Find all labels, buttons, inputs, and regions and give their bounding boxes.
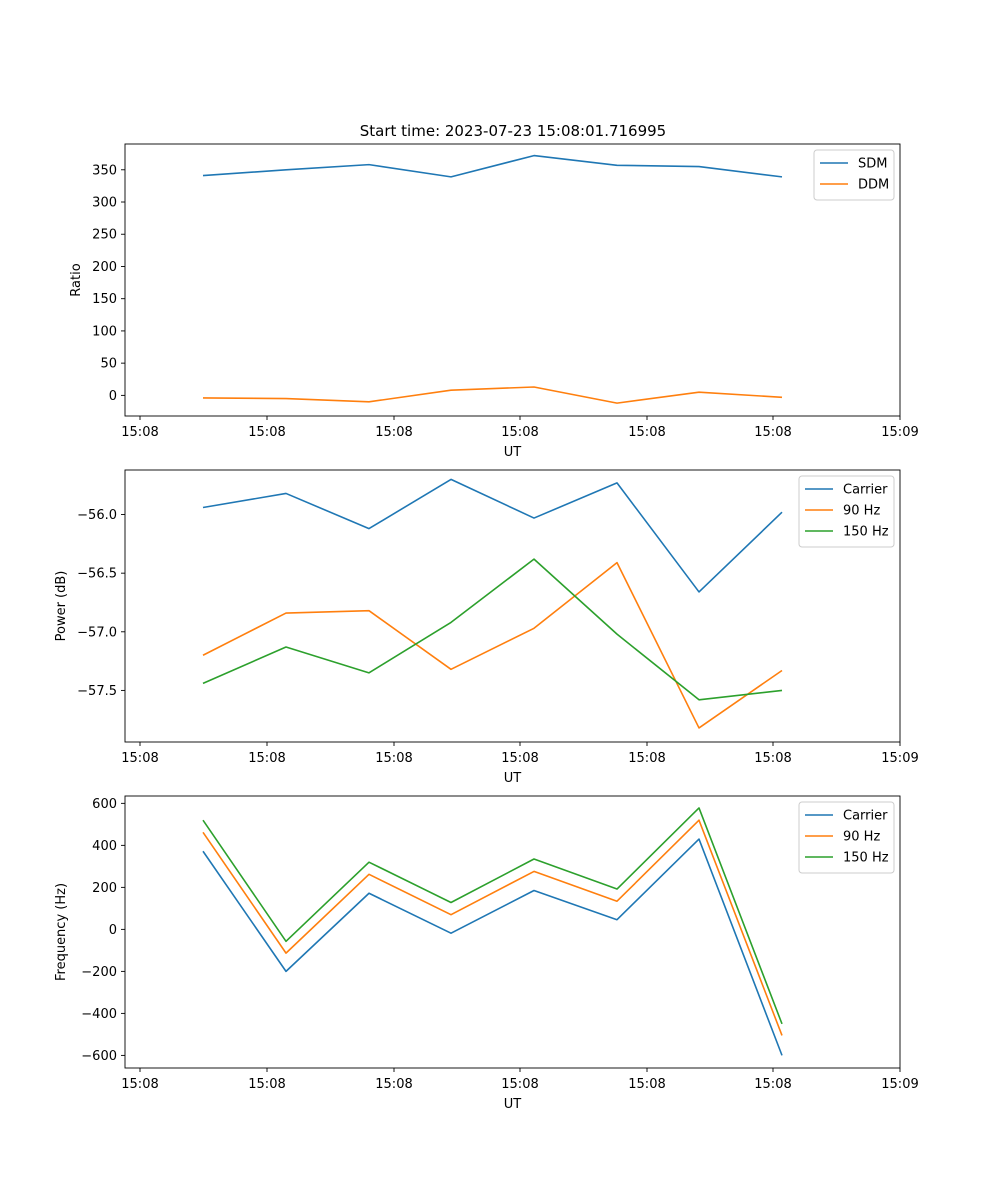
legend: Carrier 90 Hz 150 Hz	[798, 801, 895, 874]
y-tick-label: 200	[92, 260, 117, 275]
x-tick-label: 15:08	[628, 1077, 665, 1092]
y-tick-label: −57.5	[77, 684, 117, 699]
y-tick-label: 400	[92, 839, 117, 854]
legend-label: 90 Hz	[843, 504, 880, 519]
y-axis-label: Ratio	[69, 263, 84, 296]
x-tick-label: 15:08	[501, 425, 538, 440]
legend-box	[798, 475, 895, 548]
y-tick-label: 600	[92, 797, 117, 812]
y-tick-label: 300	[92, 196, 117, 211]
y-tick-label: −56.5	[77, 567, 117, 582]
legend-label: 150 Hz	[843, 851, 889, 866]
x-tick-label: 15:08	[248, 1077, 285, 1092]
axes-frame	[124, 469, 901, 743]
x-tick-label: 15:09	[881, 425, 918, 440]
x-tick-label: 15:08	[501, 1077, 538, 1092]
axes-frame	[124, 143, 901, 417]
y-tick-label: 250	[92, 228, 117, 243]
subplot-2: 15:08 15:08 15:08 15:08 15:08 15:08 15:09 UT −57…	[54, 469, 919, 786]
series-line-150-hz	[202, 558, 783, 701]
x-tick-label: 15:08	[375, 425, 412, 440]
x-tick-label: 15:08	[121, 425, 158, 440]
x-axis-label: UT	[504, 445, 522, 460]
y-tick-label: 150	[92, 292, 117, 307]
legend-label: DDM	[858, 178, 889, 193]
x-tick-label: 15:09	[881, 751, 918, 766]
series-line-carrier	[202, 838, 783, 1056]
x-tick-label: 15:08	[754, 425, 791, 440]
y-tick-label: −600	[81, 1049, 117, 1064]
y-tick-label: 50	[100, 357, 117, 372]
legend-label: Carrier	[843, 483, 888, 498]
x-tick-label: 15:08	[754, 1077, 791, 1092]
x-tick-label: 15:08	[121, 1077, 158, 1092]
x-tick-label: 15:08	[121, 751, 158, 766]
y-tick-label: −200	[81, 965, 117, 980]
series-line-carrier	[202, 478, 783, 593]
figure-title: Start time: 2023-07-23 15:08:01.716995	[360, 122, 666, 140]
y-tick-label: 0	[109, 389, 117, 404]
legend-label: 90 Hz	[843, 830, 880, 845]
y-tick-label: −56.0	[77, 508, 117, 523]
x-axis-label: UT	[504, 771, 522, 786]
x-tick-label: 15:08	[501, 751, 538, 766]
subplot-1: 15:08 15:08 15:08 15:08 15:08 15:08 15:09 UT 0 50…	[69, 143, 919, 460]
y-tick-label: −400	[81, 1007, 117, 1022]
x-tick-label: 15:08	[628, 751, 665, 766]
legend: SDM DDM	[813, 149, 895, 201]
subplot-3: 15:08 15:08 15:08 15:08 15:08 15:08 15:09 UT −60…	[54, 795, 919, 1112]
legend-box	[798, 801, 895, 874]
x-tick-label: 15:08	[375, 1077, 412, 1092]
x-tick-label: 15:08	[628, 425, 665, 440]
series-line-90-hz	[202, 819, 783, 1036]
y-tick-label: 100	[92, 324, 117, 339]
x-tick-label: 15:08	[248, 425, 285, 440]
x-tick-label: 15:08	[754, 751, 791, 766]
y-tick-label: 200	[92, 881, 117, 896]
series-line-150-hz	[202, 807, 783, 1025]
series-line-90-hz	[202, 561, 783, 729]
y-tick-label: 350	[92, 163, 117, 178]
y-axis-label: Frequency (Hz)	[54, 883, 69, 981]
x-axis-label: UT	[504, 1097, 522, 1112]
plots-group: 15:08 15:08 15:08 15:08 15:08 15:08 15:09 UT 0 50…	[54, 143, 919, 1112]
y-axis-label: Power (dB)	[54, 571, 69, 642]
series-line-sdm	[202, 154, 783, 178]
x-tick-label: 15:09	[881, 1077, 918, 1092]
x-tick-label: 15:08	[248, 751, 285, 766]
legend-label: 150 Hz	[843, 525, 889, 540]
y-tick-label: −57.0	[77, 625, 117, 640]
legend-label: Carrier	[843, 809, 888, 824]
y-tick-label: 0	[109, 923, 117, 938]
axes-frame	[124, 795, 901, 1069]
x-tick-label: 15:08	[375, 751, 412, 766]
series-line-ddm	[202, 386, 783, 404]
legend: Carrier 90 Hz 150 Hz	[798, 475, 895, 548]
legend-label: SDM	[858, 157, 887, 172]
